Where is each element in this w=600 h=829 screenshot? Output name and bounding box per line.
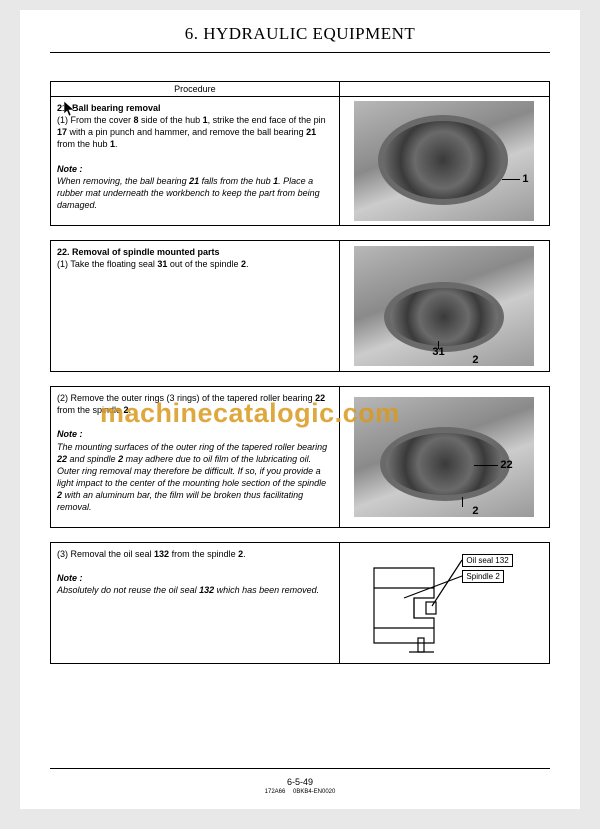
note-label-2: Note : <box>57 429 83 439</box>
callout-2b-line <box>462 497 463 507</box>
step-oilseal-note: Absolutely do not reuse the oil seal 132… <box>57 585 319 595</box>
step-22-2-text: (2) Remove the outer rings (3 rings) of … <box>51 387 340 527</box>
oilseal-diagram: Oil seal 132 Spindle 2 <box>354 548 534 658</box>
note-label-3: Note : <box>57 573 83 583</box>
step-22-2-body: (2) Remove the outer rings (3 rings) of … <box>57 393 325 415</box>
cursor-icon <box>63 100 77 118</box>
step-22-2-note: The mounting surfaces of the outer ring … <box>57 442 327 513</box>
step-21-photo: 1 <box>354 101 534 221</box>
step-oilseal-text: (3) Removal the oil seal 132 from the sp… <box>51 543 340 663</box>
callout-2a: 2 <box>472 354 478 366</box>
spindle-ring-graphic <box>384 282 504 352</box>
callout-2b: 2 <box>472 505 478 517</box>
content-area: Procedure 21. Ball bearing removal (1) F… <box>50 81 550 664</box>
step-22-title: 22. Removal of spindle mounted parts <box>57 247 220 257</box>
callout-1: 1 <box>522 173 528 185</box>
manual-page: 6. HYDRAULIC EQUIPMENT Procedure 21. Bal… <box>20 10 580 809</box>
step-block-22-2: (2) Remove the outer rings (3 rings) of … <box>50 386 550 528</box>
callout-22: 22 <box>500 459 512 471</box>
page-footer: 6-5-49 172A66 0BKB4-EN0020 <box>20 777 580 795</box>
step-block-oilseal: (3) Removal the oil seal 132 from the sp… <box>50 542 550 664</box>
hub-ring-graphic <box>378 115 508 205</box>
step-21-body: (1) From the cover 8 side of the hub 1, … <box>57 115 326 149</box>
callout-22-line <box>474 465 498 466</box>
procedure-header-blank <box>340 82 549 97</box>
step-oilseal-body: (3) Removal the oil seal 132 from the sp… <box>57 549 246 559</box>
step-22-body: (1) Take the floating seal 31 out of the… <box>57 259 249 269</box>
rule-bottom <box>50 768 550 769</box>
step-22-2-figure: 22 2 <box>340 387 549 527</box>
step-block-21: Procedure 21. Ball bearing removal (1) F… <box>50 81 550 226</box>
callout-31-line <box>438 341 439 349</box>
page-number: 6-5-49 <box>20 777 580 787</box>
spindle2-ring-graphic <box>380 427 510 501</box>
rule-top <box>50 52 550 53</box>
chapter-title: 6. HYDRAULIC EQUIPMENT <box>20 10 580 52</box>
step-oilseal-figure: Oil seal 132 Spindle 2 <box>340 543 549 663</box>
doc-reference: 172A66 0BKB4-EN0020 <box>20 789 580 795</box>
procedure-header-label: Procedure <box>51 82 340 97</box>
step-22-text: 22. Removal of spindle mounted parts (1)… <box>51 241 340 371</box>
note-label: Note : <box>57 164 83 174</box>
step-21-text: 21. Ball bearing removal (1) From the co… <box>51 97 340 225</box>
step-21-figure: 1 <box>340 97 549 225</box>
step-22-2-photo: 22 2 <box>354 397 534 517</box>
step-22-photo: 31 2 <box>354 246 534 366</box>
step-block-22: 22. Removal of spindle mounted parts (1)… <box>50 240 550 372</box>
cross-section-svg <box>354 548 534 658</box>
step-22-figure: 31 2 <box>340 241 549 371</box>
callout-1-line <box>502 179 520 180</box>
step-21-note: When removing, the ball bearing 21 falls… <box>57 176 320 210</box>
procedure-header-row: Procedure <box>51 82 549 97</box>
